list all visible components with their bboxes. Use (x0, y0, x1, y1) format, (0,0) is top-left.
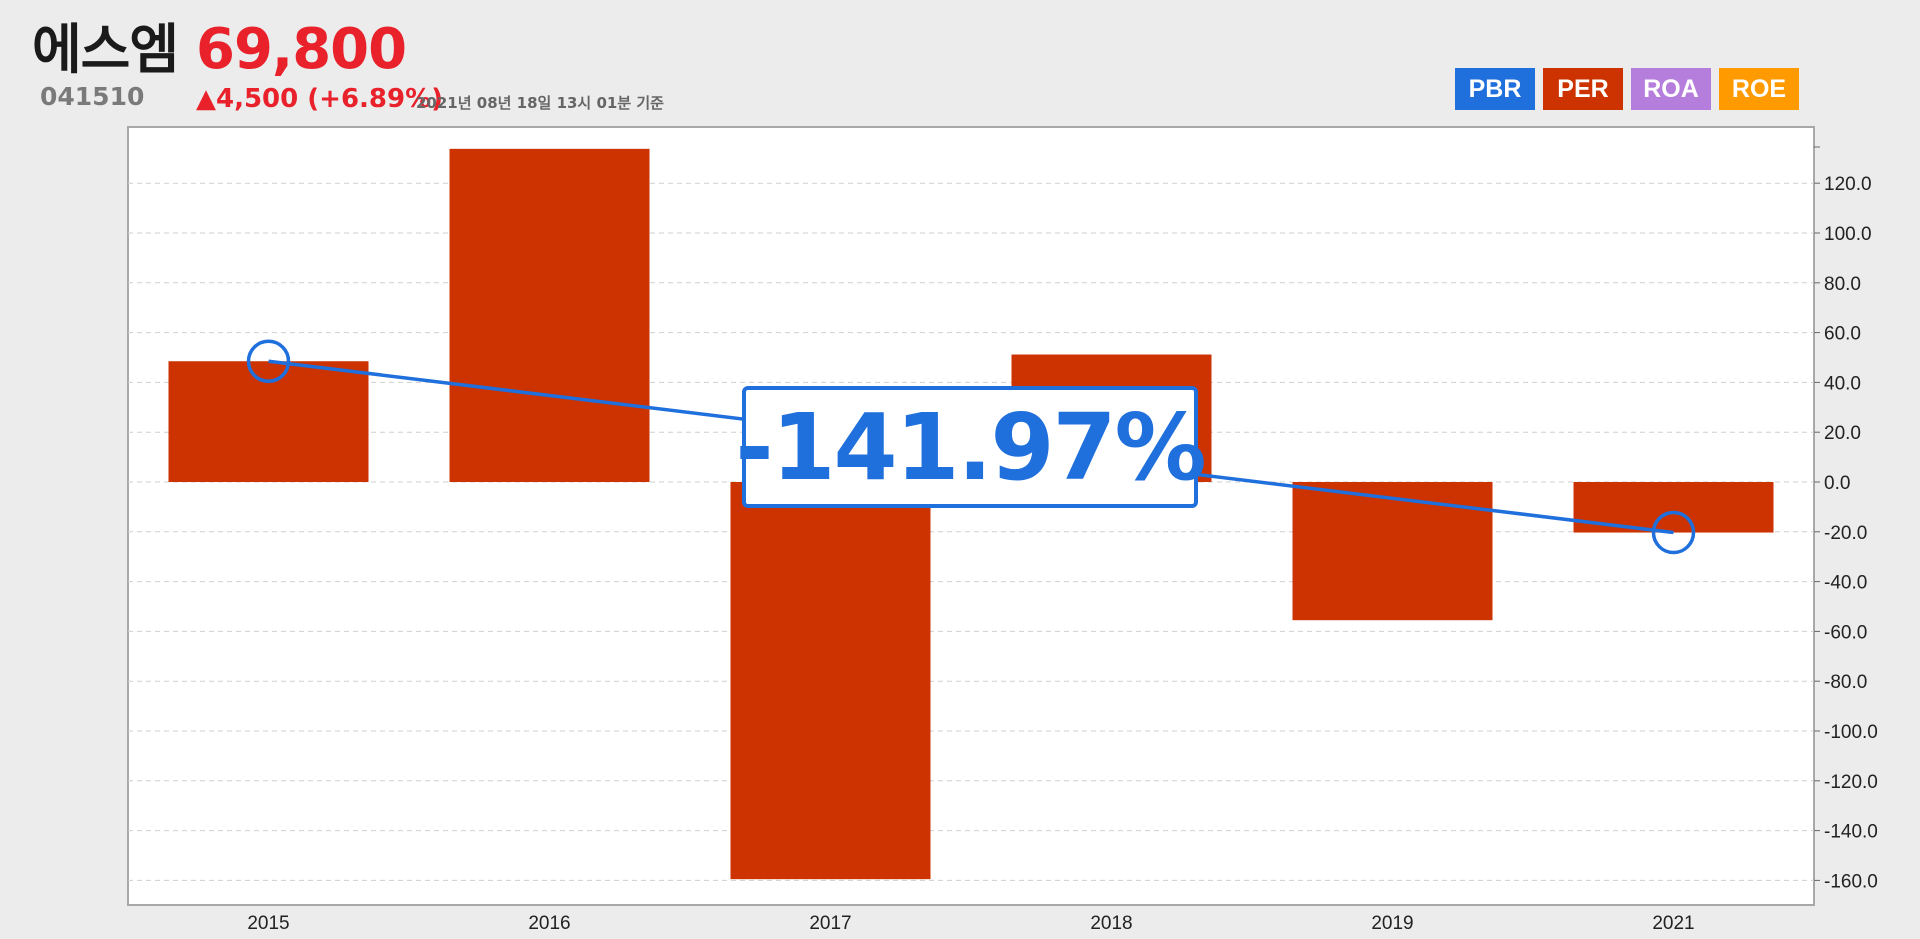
x-tick-label: 2021 (1652, 913, 1694, 934)
y-tick-label: 100.0 (1824, 224, 1872, 245)
plot-area (127, 126, 1815, 906)
y-tick-label: -100.0 (1824, 722, 1878, 743)
trend-start-marker (246, 339, 291, 383)
x-tick-label: 2018 (1090, 913, 1132, 934)
bar (449, 148, 650, 482)
as-of-timestamp: 2021년 08년 18일 13시 01분 기준 (416, 94, 664, 112)
stock-code: 041510 (40, 82, 145, 111)
y-tick-label: -80.0 (1824, 672, 1867, 693)
y-tick-label: -20.0 (1824, 523, 1867, 544)
trend-end-marker (1651, 510, 1696, 555)
price-change: ▲4,500 (+6.89%) (196, 84, 444, 114)
current-price: 69,800 (196, 17, 407, 82)
y-tick-label: 40.0 (1824, 373, 1861, 394)
per-button[interactable]: PER (1543, 68, 1623, 110)
y-tick-label: -120.0 (1824, 772, 1878, 793)
bar (1292, 482, 1493, 621)
y-tick-label: -140.0 (1824, 822, 1878, 843)
y-tick-label: 80.0 (1824, 274, 1861, 295)
change-callout: -141.97% (735, 386, 1207, 508)
stock-header: 에스엠 69,800 041510 ▲4,500 (+6.89%) 2021년 … (0, 0, 1920, 125)
y-tick-label: -160.0 (1824, 871, 1878, 892)
stock-name: 에스엠 (32, 18, 179, 81)
x-tick-label: 2017 (809, 913, 851, 934)
roe-button[interactable]: ROE (1719, 68, 1799, 110)
x-tick-label: 2016 (528, 913, 570, 934)
y-tick-label: 120.0 (1824, 174, 1872, 195)
y-tick-label: 20.0 (1824, 423, 1861, 444)
y-tick-label: -40.0 (1824, 573, 1867, 594)
metric-button-group: PBR PER ROA ROE (1455, 68, 1799, 110)
x-tick-label: 2015 (247, 913, 289, 934)
y-tick-label: 0.0 (1824, 473, 1850, 494)
roa-button[interactable]: ROA (1631, 68, 1711, 110)
x-tick-label: 2019 (1371, 913, 1413, 934)
y-tick-label: 60.0 (1824, 324, 1861, 345)
bar (168, 361, 369, 482)
bar (730, 482, 931, 880)
pbr-button[interactable]: PBR (1455, 68, 1535, 110)
y-tick-label: -60.0 (1824, 622, 1867, 643)
